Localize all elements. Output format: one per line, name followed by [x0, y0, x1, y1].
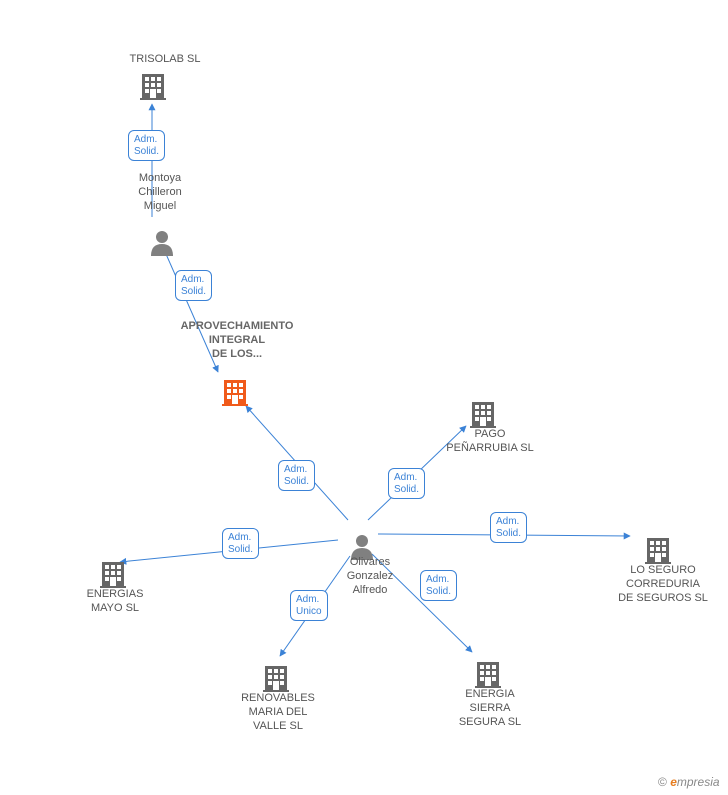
building-icon [140, 72, 166, 105]
watermark-e: e [670, 775, 677, 789]
copyright-symbol: © [658, 775, 667, 789]
edge-label: Adm. Unico [290, 590, 328, 621]
node-label: Olivares Gonzalez Alfredo [330, 556, 410, 597]
node-label: RENOVABLES MARIA DEL VALLE SL [223, 692, 333, 733]
edge-label: Adm. Solid. [278, 460, 315, 491]
diagram-canvas: Adm. Solid. Adm. Solid. Adm. Solid. Adm. So… [0, 0, 728, 795]
watermark: © empresia [658, 775, 720, 789]
edges-layer [0, 0, 728, 795]
node-label: ENERGIAS MAYO SL [70, 588, 160, 616]
watermark-rest: mpresia [677, 775, 720, 789]
node-label: TRISOLAB SL [115, 53, 215, 67]
edge-label: Adm. Solid. [388, 468, 425, 499]
node-label: PAGO PEÑARRUBIA SL [425, 428, 555, 456]
edge-label: Adm. Solid. [420, 570, 457, 601]
node-label: ENERGIA SIERRA SEGURA SL [440, 688, 540, 729]
node-label: APROVECHAMIENTO INTEGRAL DE LOS... [152, 320, 322, 361]
building-icon [222, 378, 248, 411]
edge-label: Adm. Solid. [128, 130, 165, 161]
edge-label: Adm. Solid. [490, 512, 527, 543]
edge-label: Adm. Solid. [222, 528, 259, 559]
node-label: Montoya Chilleron Miguel [120, 172, 200, 213]
node-label: LO SEGURO CORREDURIA DE SEGUROS SL [608, 564, 718, 605]
edge-label: Adm. Solid. [175, 270, 212, 301]
person-icon [150, 230, 174, 261]
